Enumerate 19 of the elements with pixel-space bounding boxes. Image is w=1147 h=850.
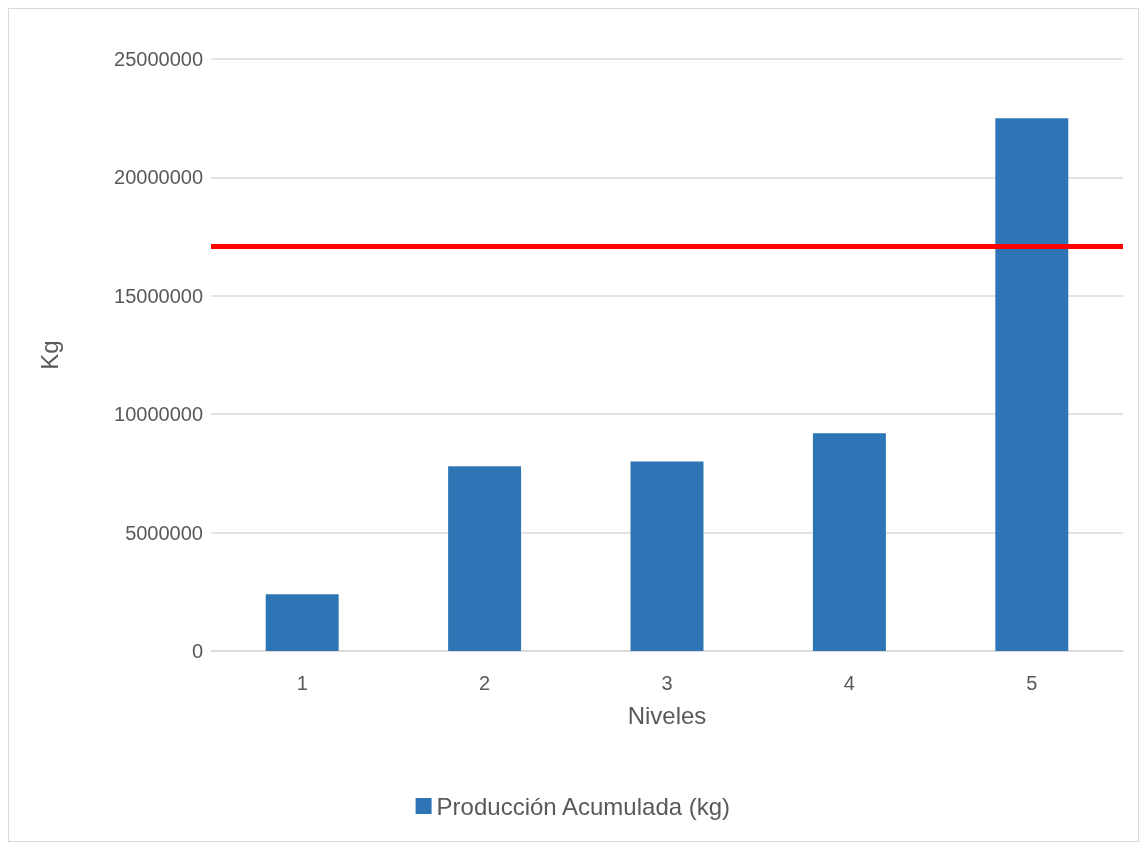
- y-tick-label: 20000000: [114, 166, 203, 189]
- y-tick-label: 25000000: [114, 48, 203, 70]
- y-tick-label: 5000000: [125, 521, 203, 544]
- bar: [812, 433, 886, 651]
- x-tick-label: 5: [1026, 672, 1038, 694]
- y-tick-label: 10000000: [114, 403, 203, 426]
- y-tick-label: 15000000: [114, 284, 203, 307]
- bar: [995, 118, 1069, 651]
- legend-label: Producción Acumulada (kg): [436, 792, 731, 820]
- x-tick-label: 4: [843, 672, 855, 694]
- y-axis-title: Kg: [35, 340, 63, 370]
- x-axis-title: Niveles: [627, 701, 707, 729]
- y-tick-label: 0: [191, 640, 203, 662]
- x-tick-label: 1: [296, 672, 308, 694]
- bar: [265, 594, 339, 651]
- x-tick-label: 2: [479, 672, 491, 694]
- x-tick-label: 3: [661, 672, 673, 694]
- bar: [630, 461, 704, 651]
- bar: [448, 466, 522, 651]
